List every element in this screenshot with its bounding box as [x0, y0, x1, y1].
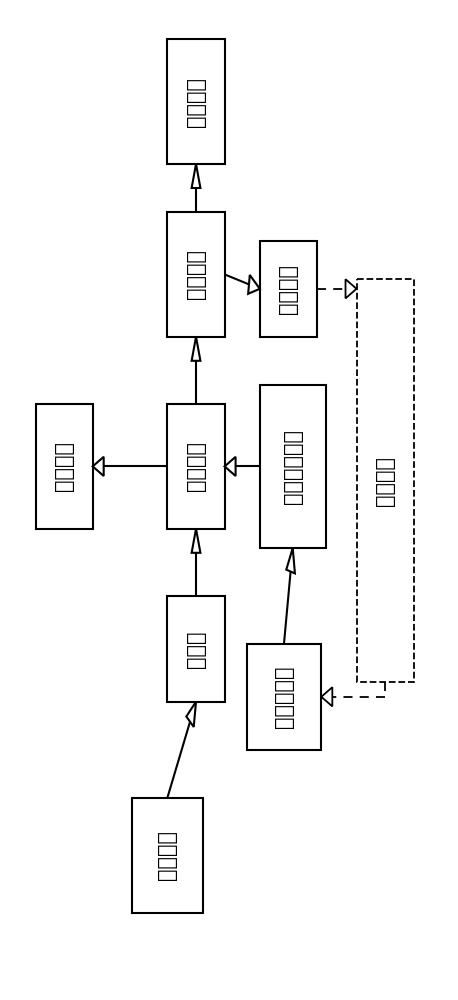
Polygon shape	[186, 702, 196, 727]
Bar	[168, 39, 224, 164]
Bar	[168, 404, 224, 529]
Bar	[356, 279, 414, 682]
Bar	[246, 644, 322, 750]
Polygon shape	[322, 687, 333, 706]
Polygon shape	[191, 337, 201, 361]
Text: 加热电路: 加热电路	[278, 264, 298, 314]
Bar	[260, 385, 326, 548]
Polygon shape	[191, 164, 201, 188]
Bar	[260, 241, 317, 337]
Text: 显示单元: 显示单元	[186, 77, 206, 127]
Text: 计数器: 计数器	[186, 630, 206, 668]
Polygon shape	[224, 457, 235, 476]
Bar	[168, 212, 224, 337]
Polygon shape	[93, 457, 104, 476]
Text: 报警单元: 报警单元	[54, 441, 74, 491]
Bar	[36, 404, 93, 529]
Polygon shape	[248, 275, 260, 294]
Bar	[168, 596, 224, 702]
Text: 输液温度: 输液温度	[375, 456, 395, 506]
Text: 模数转换单元: 模数转换单元	[283, 429, 303, 504]
Text: 温度探测器: 温度探测器	[274, 666, 294, 728]
Polygon shape	[286, 548, 295, 573]
Bar	[132, 798, 202, 913]
Text: 驱动单元: 驱动单元	[186, 249, 206, 299]
Polygon shape	[191, 529, 201, 553]
Polygon shape	[345, 279, 356, 298]
Text: 控制单元: 控制单元	[186, 441, 206, 491]
Text: 光控开关: 光控开关	[158, 830, 177, 880]
